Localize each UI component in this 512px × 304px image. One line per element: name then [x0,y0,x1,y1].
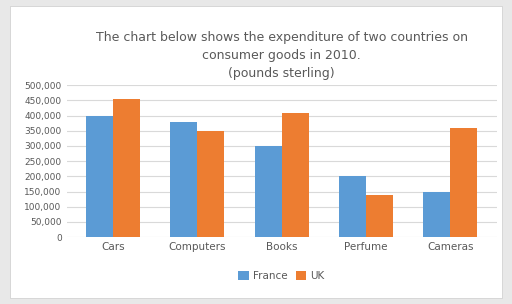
Bar [170,122,197,237]
Bar [254,146,282,237]
Bar [366,195,393,237]
Title: The chart below shows the expenditure of two countries on
consumer goods in 2010: The chart below shows the expenditure of… [96,31,467,80]
Bar [339,176,366,237]
Legend: France, UK: France, UK [234,267,329,285]
Bar [282,113,309,237]
Bar [197,131,224,237]
Bar [450,128,477,237]
Bar [86,116,113,237]
Bar [423,192,450,237]
Bar [113,99,140,237]
